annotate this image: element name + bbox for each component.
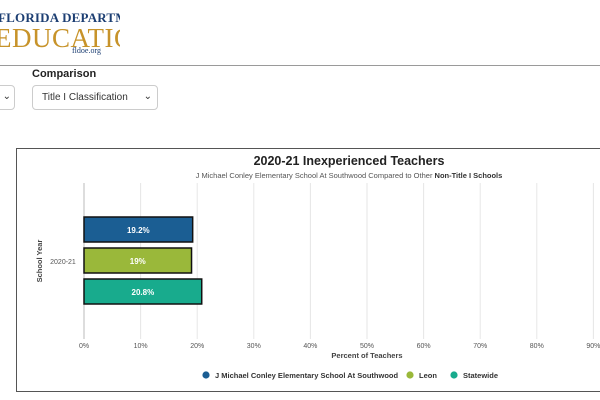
header-divider xyxy=(0,65,600,66)
legend-label: Leon xyxy=(419,371,437,380)
x-tick-label: 40% xyxy=(303,343,317,350)
chart-title: 2020-21 Inexperienced Teachers xyxy=(254,154,445,168)
chart-subtitle-bold: Non-Title I Schools xyxy=(435,171,503,180)
bar-2 xyxy=(83,247,193,274)
logo-url: fldoe.org xyxy=(72,46,101,55)
legend-marker xyxy=(406,371,414,379)
bar-data-label: 20.8% xyxy=(132,288,155,297)
x-tick-label: 80% xyxy=(530,343,544,350)
x-tick-label: 90% xyxy=(586,343,600,350)
bar-3 xyxy=(83,278,203,305)
x-tick-label: 60% xyxy=(417,343,431,350)
chart-subtitle-prefix: J Michael Conley Elementary School At So… xyxy=(196,171,435,180)
x-axis-title: Percent of Teachers xyxy=(331,351,402,360)
fldoe-logo[interactable]: FLORIDA DEPARTMENT OF EDUCATION fldoe.or… xyxy=(0,4,120,56)
logo-line-1: FLORIDA DEPARTMENT OF xyxy=(0,10,120,25)
chart-legend: J Michael Conley Elementary School At So… xyxy=(202,371,498,380)
y-category-label: 2020-21 xyxy=(50,259,76,266)
x-tick-label: 10% xyxy=(134,343,148,350)
chevron-down-icon: ⌄ xyxy=(2,91,11,102)
legend-marker xyxy=(202,371,210,379)
x-tick-label: 70% xyxy=(473,343,487,350)
legend-label: Statewide xyxy=(463,371,498,380)
bars: 19.2% 19% 20.8% xyxy=(83,216,203,305)
x-tick-label: 30% xyxy=(247,343,261,350)
logo-line-2: EDUCATION xyxy=(0,23,120,53)
x-tick-label: 0% xyxy=(79,343,89,350)
legend-marker xyxy=(450,371,458,379)
y-axis-title: School Year xyxy=(35,240,44,283)
chevron-down-icon: ⌄ xyxy=(143,91,152,102)
bar-data-label: 19.2% xyxy=(127,226,150,235)
x-tick-label: 50% xyxy=(360,343,374,350)
legend-label: J Michael Conley Elementary School At So… xyxy=(215,371,399,380)
inexperienced-teachers-chart: 2020-21 Inexperienced Teachers J Michael… xyxy=(35,154,600,380)
chart-subtitle: J Michael Conley Elementary School At So… xyxy=(196,171,503,180)
comparison-label: Comparison xyxy=(32,68,97,80)
chart-panel: 2020-21 Inexperienced Teachers J Michael… xyxy=(16,148,600,392)
comparison-select-value: Title I Classification xyxy=(42,92,128,103)
comparison-select[interactable]: Title I Classification ⌄ xyxy=(32,85,158,110)
bar-1 xyxy=(83,216,194,243)
school-year-select[interactable]: ⌄ xyxy=(0,85,15,110)
x-tick-label: 20% xyxy=(190,343,204,350)
x-axis-ticks: 0% 10% 20% 30% 40% 50% 60% 70% 80% 90% xyxy=(79,343,600,350)
bar-data-label: 19% xyxy=(130,257,146,266)
